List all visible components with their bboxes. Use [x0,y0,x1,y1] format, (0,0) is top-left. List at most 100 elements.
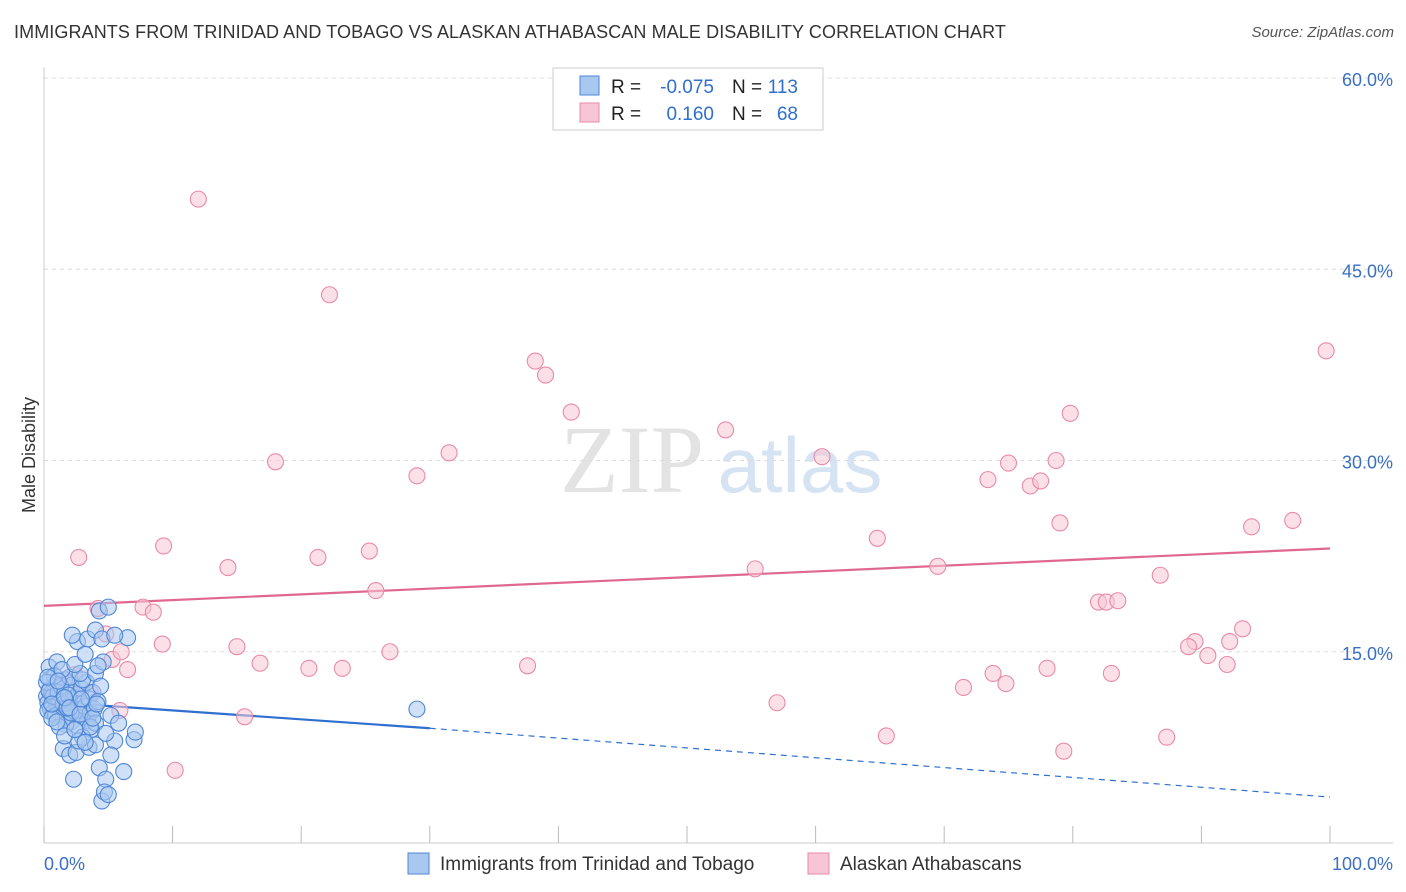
trinidad-point [63,626,81,644]
x-tick-label-min: 0.0% [44,854,85,874]
athabascan-point [320,286,339,304]
trinidad-points [38,598,426,810]
athabascan-point [1284,511,1302,529]
trinidad-point [106,626,124,644]
trinidad-point [408,700,426,718]
athabascan-point [1243,518,1261,536]
series-legend: Immigrants from Trinidad and Tobago Alas… [407,852,1022,875]
athabascan-point [144,603,162,621]
grid [44,77,1393,653]
y-tick-label-60: 60.0% [1342,70,1393,90]
athabascan-point [153,635,171,653]
trinidad-point [65,770,83,788]
legend-r-label-2: R = [611,104,641,125]
legend-r-value-1: -0.075 [660,77,714,98]
athabascan-point [1218,655,1236,674]
athabascan-point [1317,342,1335,360]
trinidad-point [88,695,106,713]
athabascan-point [300,659,318,677]
y-tick-label-45: 45.0% [1342,261,1393,281]
correlation-legend: R = -0.075 N = 113 R = 0.160 N = 68 [552,67,824,131]
athabascan-point [1179,638,1198,656]
trinidad-point [89,657,107,675]
athabascan-point [119,661,137,679]
athabascan-point [266,453,285,471]
athabascan-point [166,761,184,779]
athabascan-point [155,537,173,555]
trinidad-point [49,672,67,690]
trinidad-point [76,645,94,663]
athabascan-point [1055,742,1073,760]
legend-r-value-2: 0.160 [666,104,714,125]
trinidad-point [102,746,120,764]
x-tick-label-max: 100.0% [1332,854,1393,874]
trinidad-point [99,785,117,804]
athabascan-point [440,444,458,462]
legend-swatch-pink [579,102,600,123]
athabascan-point [381,643,399,661]
athabascan-point [1158,728,1176,746]
trinidad-point [97,724,115,742]
athabascan-point [984,664,1002,682]
athabascan-point [1032,472,1050,490]
athabascan-point [333,659,351,677]
y-tick-label-15: 15.0% [1342,644,1393,664]
athabascan-point [236,708,254,726]
legend-n-value-1: 113 [768,77,798,98]
athabascan-point [868,529,886,547]
trinidad-point [72,690,90,708]
athabascan-point [536,366,555,384]
trinidad-point [110,714,128,732]
athabascan-point [526,352,544,370]
athabascan-point [746,560,764,578]
athabascan-point [562,403,580,421]
y-axis-label: Male Disability [19,397,39,513]
athabascan-point [999,454,1018,472]
athabascan-point [408,467,426,485]
trinidad-point [92,677,110,695]
trendline-trinidad-dashed [429,727,1331,798]
trinidad-point [66,655,84,674]
athabascan-point [768,694,786,712]
axes [43,67,1393,844]
athabascan-point [1102,664,1120,682]
athabascan-point [1047,451,1065,470]
athabascan-point [251,654,269,672]
athabascan-point [1051,514,1069,532]
athabascan-point [70,548,88,566]
legend-r-label-1: R = [611,77,641,98]
watermark-zip: ZIP [560,406,704,513]
legend-n-label-1: N = [732,77,762,98]
trinidad-point [76,733,94,751]
legend-n-label-2: N = [732,104,762,125]
trinidad-point [66,720,84,739]
athabascan-point [112,643,130,661]
athabascan-point [1151,566,1169,584]
athabascan-point [1234,620,1252,638]
series-swatch-athabascan [807,852,830,875]
trinidad-point [99,598,117,616]
trinidad-point [84,709,102,727]
athabascan-point [309,548,327,566]
chart-title: IMMIGRANTS FROM TRINIDAD AND TOBAGO VS A… [14,22,1006,42]
athabascan-point [1199,647,1217,665]
athabascan-point [1221,632,1239,651]
athabascan-points [61,190,1335,779]
trend-lines [43,547,1331,798]
y-tick-labels: 15.0% 30.0% 45.0% 60.0% [1342,70,1393,664]
athabascan-point [518,657,537,675]
athabascan-point [929,557,947,575]
athabascan-point [954,678,973,697]
athabascan-point [367,581,385,600]
trinidad-point [115,763,133,781]
athabascan-point [813,448,831,466]
athabascan-point [189,190,207,208]
athabascan-point [979,471,997,489]
athabascan-point [717,421,735,439]
y-tick-label-30: 30.0% [1342,453,1393,473]
trendline-athabascan [43,547,1331,607]
athabascan-point [1061,404,1079,422]
trinidad-point [48,713,66,731]
legend-n-value-2: 68 [777,104,798,125]
